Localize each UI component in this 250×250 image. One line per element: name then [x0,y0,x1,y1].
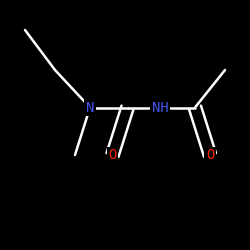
Text: O: O [108,148,117,162]
Text: O: O [206,148,214,162]
Text: NH: NH [152,100,168,114]
Text: N: N [86,100,94,114]
